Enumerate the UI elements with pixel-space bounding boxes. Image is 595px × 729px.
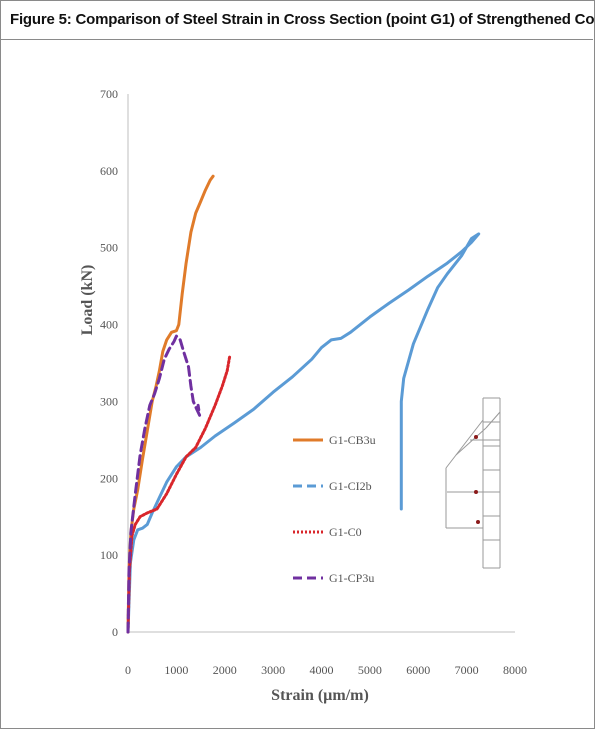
x-tick-label: 1000	[164, 663, 188, 677]
corbel-inset-diagram	[445, 397, 501, 569]
x-tick-label: 2000	[213, 663, 237, 677]
x-tick-label: 5000	[358, 663, 382, 677]
legend-label-g1-c0: G1-C0	[329, 525, 362, 539]
series-line-g1-c0	[126, 355, 232, 634]
x-tick-label: 8000	[503, 663, 527, 677]
legend-label-g1-cp3u: G1-CP3u	[329, 571, 374, 585]
series-line-g1-cb3u	[126, 174, 215, 634]
x-tick-label: 6000	[406, 663, 430, 677]
y-tick-label: 400	[100, 318, 118, 332]
inset-stroke	[445, 419, 484, 469]
series-line-g1-ci2b	[126, 232, 481, 634]
strain-gauge-dot	[474, 435, 478, 439]
x-tick-label: 7000	[455, 663, 479, 677]
y-tick-label: 300	[100, 394, 118, 408]
y-axis-title: Load (kN)	[79, 265, 96, 336]
y-tick-label: 0	[112, 625, 118, 639]
x-axis-title: Strain (µm/m)	[271, 687, 369, 704]
inset-stroke	[455, 427, 487, 456]
y-tick-label: 500	[100, 241, 118, 255]
figure-title: Figure 5: Comparison of Steel Strain in …	[0, 0, 595, 40]
strain-gauge-dot	[474, 490, 478, 494]
y-tick-label: 600	[100, 164, 118, 178]
strain-gauge-dot	[476, 520, 480, 524]
series-line-g1-cp3u	[126, 334, 202, 634]
legend-label-g1-cb3u: G1-CB3u	[329, 433, 376, 447]
y-tick-label: 100	[100, 548, 118, 562]
y-tick-label: 700	[100, 87, 118, 101]
x-tick-label: 0	[125, 663, 131, 677]
x-tick-label: 4000	[310, 663, 334, 677]
chart-series	[126, 174, 481, 634]
y-tick-label: 200	[100, 471, 118, 485]
x-tick-label: 3000	[261, 663, 285, 677]
chart-legend: G1-CB3u G1-CI2b G1-C0 G1-CP3u	[293, 433, 376, 585]
legend-label-g1-ci2b: G1-CI2b	[329, 479, 372, 493]
inset-stroke	[485, 411, 501, 429]
